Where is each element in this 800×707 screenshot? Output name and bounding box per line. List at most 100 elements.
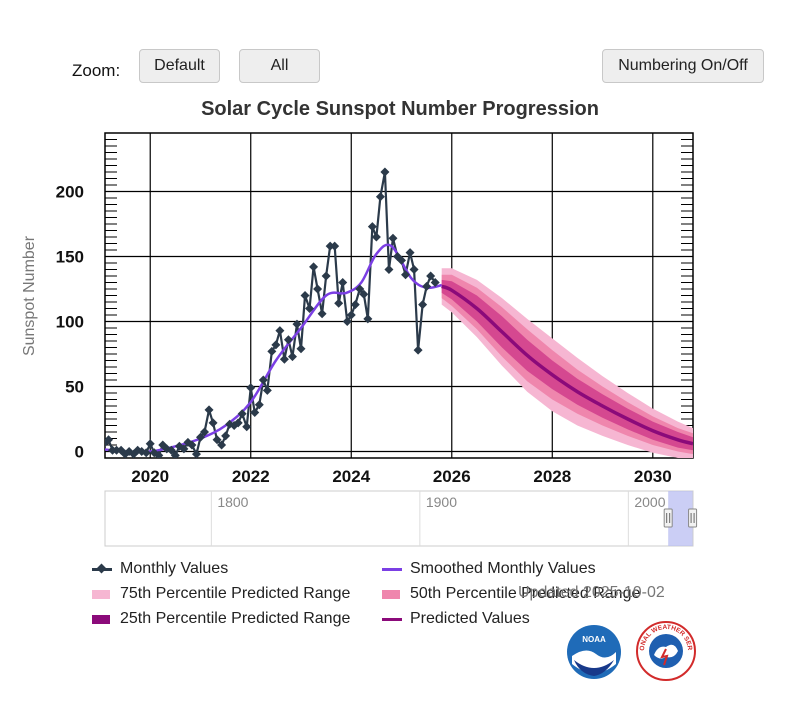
monthly-point xyxy=(191,449,201,458)
monthly-point xyxy=(413,345,423,355)
zoom-label: Zoom: xyxy=(72,61,121,80)
x-tick-label: 2024 xyxy=(332,467,370,486)
chart-grid xyxy=(104,132,694,459)
y-tick-label: 100 xyxy=(56,313,84,332)
legend-p50-label: 50th Percentile Predicted Range xyxy=(410,585,641,602)
legend-predicted[interactable]: Predicted Values xyxy=(382,610,530,628)
monthly-point xyxy=(355,284,365,294)
monthly-point xyxy=(208,418,218,428)
monthly-point xyxy=(187,440,197,450)
legend-p50-swatch xyxy=(382,589,400,599)
monthly-point xyxy=(405,248,415,258)
monthly-point xyxy=(367,222,377,232)
zoom-all-button[interactable]: All xyxy=(239,49,320,83)
sunspot-chart: 2020 2022 2024 2026 2028 2030 0 50 100 150 200 Sun… xyxy=(21,132,694,486)
monthly-point xyxy=(371,232,381,242)
legend-predicted-label: Predicted Values xyxy=(410,610,530,627)
monthly-point xyxy=(350,300,360,310)
nws-bolt-shape xyxy=(660,648,669,666)
monthly-point xyxy=(217,440,227,450)
legend-monthly-swatch xyxy=(92,563,112,573)
handle-body xyxy=(688,508,698,528)
legend-p25-label: 25th Percentile Predicted Range xyxy=(120,610,351,627)
y-tick-label: 200 xyxy=(56,183,84,202)
monthly-point xyxy=(325,241,335,251)
monthly-point xyxy=(287,352,297,362)
numbering-toggle-button[interactable]: Numbering On/Off xyxy=(602,49,764,83)
monthly-point xyxy=(321,271,331,281)
navigator-tick-label: 1900 xyxy=(426,494,457,510)
monthly-point xyxy=(334,298,344,308)
navigator-tick-label: 1800 xyxy=(217,494,248,510)
monthly-point xyxy=(305,304,315,313)
monthly-markers xyxy=(95,167,440,458)
p25-band xyxy=(441,279,693,451)
legend-predicted-swatch xyxy=(382,617,402,621)
navigator-right-handle[interactable] xyxy=(688,508,698,528)
monthly-point xyxy=(275,326,285,336)
monthly-point xyxy=(380,167,390,177)
monthly-point xyxy=(418,300,428,310)
monthly-point xyxy=(258,375,268,385)
monthly-point xyxy=(359,289,369,299)
x-tick-label: 2022 xyxy=(232,467,270,486)
noaa-lower-shape xyxy=(574,660,614,676)
y-axis-label: Sunspot Number xyxy=(21,235,38,356)
monthly-point xyxy=(170,450,180,458)
legend-p75[interactable]: 75th Percentile Predicted Range xyxy=(92,585,350,603)
legend-monthly-label: Monthly Values xyxy=(120,560,229,577)
x-tick-label: 2026 xyxy=(433,467,471,486)
noaa-logo[interactable]: NOAA xyxy=(566,624,622,680)
updated-date: Updated 2025-10-02 xyxy=(518,584,665,601)
monthly-point xyxy=(242,422,252,432)
monthly-point xyxy=(95,437,104,446)
y-tick-label: 150 xyxy=(56,248,84,267)
monthly-point xyxy=(120,449,130,458)
monthly-point xyxy=(309,262,319,272)
navigator-plot: 1800 1900 2000 xyxy=(104,490,698,547)
navigator-tick-label: 2000 xyxy=(634,494,665,510)
legend-smoothed-swatch xyxy=(382,567,402,571)
monthly-point xyxy=(212,435,222,445)
time-navigator[interactable]: 1800 1900 2000 xyxy=(0,488,800,558)
legend-p75-swatch xyxy=(92,589,110,599)
monthly-point xyxy=(129,449,139,458)
x-tick-label: 2028 xyxy=(533,467,571,486)
monthly-point xyxy=(154,450,164,458)
zoom-default-button[interactable]: Default xyxy=(139,49,220,83)
monthly-point xyxy=(279,354,289,364)
monthly-point xyxy=(179,444,189,454)
monthly-point xyxy=(330,241,340,251)
monthly-point xyxy=(267,346,277,356)
monthly-point xyxy=(300,291,310,300)
x-tick-label: 2030 xyxy=(634,467,672,486)
monthly-point xyxy=(346,310,356,320)
monthly-point xyxy=(250,408,260,417)
monthly-point xyxy=(145,439,155,449)
monthly-point xyxy=(409,265,419,274)
monthly-point xyxy=(141,448,151,458)
legend-p75-label: 75th Percentile Predicted Range xyxy=(120,585,351,602)
monthly-point xyxy=(384,265,394,274)
monthly-point xyxy=(342,317,352,326)
noaa-logo-text: NOAA xyxy=(582,635,606,644)
navigator-left-handle[interactable] xyxy=(663,508,673,528)
monthly-point xyxy=(262,385,272,395)
monthly-point xyxy=(166,445,176,455)
monthly-point xyxy=(292,319,302,329)
legend-p25-swatch xyxy=(92,614,110,624)
monthly-point xyxy=(422,281,432,291)
legend-monthly[interactable]: Monthly Values xyxy=(92,560,228,578)
monthly-point xyxy=(200,427,210,437)
nws-logo[interactable]: NATIONAL WEATHER SERVICE xyxy=(636,621,696,681)
legend-p50[interactable]: 50th Percentile Predicted Range xyxy=(382,585,640,603)
legend-p25[interactable]: 25th Percentile Predicted Range xyxy=(92,610,350,628)
legend-smoothed[interactable]: Smoothed Monthly Values xyxy=(382,560,596,578)
chart-title: Solar Cycle Sunspot Number Progression xyxy=(201,98,599,120)
monthly-point xyxy=(313,284,323,294)
nws-cloud-shape xyxy=(654,644,678,659)
monthly-point xyxy=(204,405,214,415)
monthly-point xyxy=(375,192,385,202)
monthly-point xyxy=(388,233,398,243)
monthly-point xyxy=(237,409,247,419)
